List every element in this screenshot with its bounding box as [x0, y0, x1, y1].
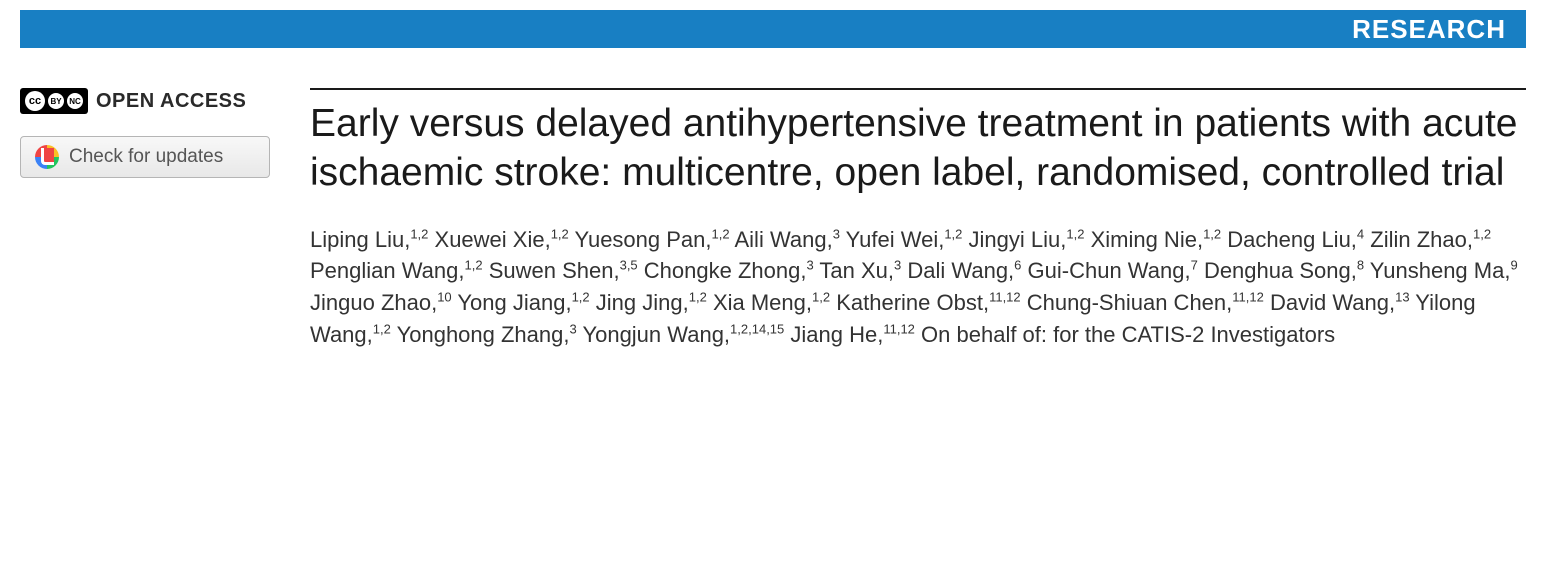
crossmark-icon [35, 145, 59, 169]
cc-icon: cc [25, 91, 45, 111]
author-affiliation: 8 [1357, 258, 1364, 273]
author-name: Aili Wang, [735, 227, 833, 252]
author-name: David Wang, [1270, 290, 1395, 315]
author-affiliation: 1,2 [812, 290, 830, 305]
author-affiliation: 1,2 [1203, 226, 1221, 241]
author-name: Yuesong Pan, [575, 227, 712, 252]
author-name: Gui-Chun Wang, [1028, 258, 1191, 283]
open-access-label: OPEN ACCESS [96, 90, 246, 113]
cc-by-icon: BY [48, 93, 64, 109]
section-banner: RESEARCH [20, 10, 1526, 48]
author-affiliation: 3,5 [620, 258, 638, 273]
author-affiliation: 11,12 [989, 290, 1021, 305]
author-list: Liping Liu,1,2 Xuewei Xie,1,2 Yuesong Pa… [310, 224, 1526, 352]
author-affiliation: 10 [437, 290, 451, 305]
author-affiliation: 7 [1191, 258, 1198, 273]
author-affiliation: 3 [806, 258, 813, 273]
author-name: Jing Jing, [596, 290, 689, 315]
author-name: Chongke Zhong, [644, 258, 807, 283]
author-name: Liping Liu, [310, 227, 410, 252]
author-name: Dali Wang, [907, 258, 1014, 283]
sidebar: cc BY NC OPEN ACCESS Check for updates [20, 88, 282, 351]
on-behalf-text: On behalf of: for the CATIS-2 Investigat… [921, 322, 1335, 347]
author-name: Yufei Wei, [846, 227, 945, 252]
author-name: Yongjun Wang, [582, 322, 730, 347]
author-name: Yong Jiang, [457, 290, 571, 315]
author-name: Suwen Shen, [489, 258, 620, 283]
banner-label: RESEARCH [1352, 14, 1506, 45]
author-name: Jinguo Zhao, [310, 290, 437, 315]
author-affiliation: 1,2 [551, 226, 569, 241]
author-affiliation: 11,12 [883, 322, 915, 337]
author-name: Katherine Obst, [836, 290, 989, 315]
author-affiliation: 3 [833, 226, 840, 241]
author-affiliation: 1,2 [689, 290, 707, 305]
author-name: Xuewei Xie, [435, 227, 551, 252]
author-affiliation: 13 [1395, 290, 1409, 305]
author-affiliation: 1,2,14,15 [730, 322, 784, 337]
author-affiliation: 3 [894, 258, 901, 273]
article-title: Early versus delayed antihypertensive tr… [310, 100, 1526, 198]
author-name: Xia Meng, [713, 290, 812, 315]
author-affiliation: 1,2 [373, 322, 391, 337]
author-affiliation: 1,2 [572, 290, 590, 305]
content-row: cc BY NC OPEN ACCESS Check for updates E… [20, 88, 1526, 351]
author-name: Zilin Zhao, [1370, 227, 1473, 252]
author-affiliation: 1,2 [465, 258, 483, 273]
author-affiliation: 1,2 [1473, 226, 1491, 241]
author-name: Denghua Song, [1204, 258, 1357, 283]
author-name: Tan Xu, [819, 258, 894, 283]
author-affiliation: 1,2 [410, 226, 428, 241]
author-affiliation: 6 [1014, 258, 1021, 273]
author-affiliation: 9 [1510, 258, 1517, 273]
author-affiliation: 1,2 [712, 226, 730, 241]
author-affiliation: 4 [1357, 226, 1364, 241]
author-name: Ximing Nie, [1091, 227, 1203, 252]
author-name: Chung-Shiuan Chen, [1027, 290, 1232, 315]
check-updates-button[interactable]: Check for updates [20, 136, 270, 178]
author-name: Yonghong Zhang, [397, 322, 570, 347]
open-access-row: cc BY NC OPEN ACCESS [20, 88, 282, 114]
author-name: Penglian Wang, [310, 258, 465, 283]
author-affiliation: 1,2 [1066, 226, 1084, 241]
author-name: Jingyi Liu, [969, 227, 1067, 252]
author-name: Jiang He, [790, 322, 883, 347]
author-affiliation: 11,12 [1232, 290, 1264, 305]
article-header: Early versus delayed antihypertensive tr… [310, 88, 1526, 351]
cc-nc-icon: NC [67, 93, 83, 109]
author-name: Yunsheng Ma, [1370, 258, 1511, 283]
author-affiliation: 1,2 [944, 226, 962, 241]
cc-license-icon: cc BY NC [20, 88, 88, 114]
check-updates-label: Check for updates [69, 146, 223, 168]
author-name: Dacheng Liu, [1227, 227, 1357, 252]
author-affiliation: 3 [569, 322, 576, 337]
